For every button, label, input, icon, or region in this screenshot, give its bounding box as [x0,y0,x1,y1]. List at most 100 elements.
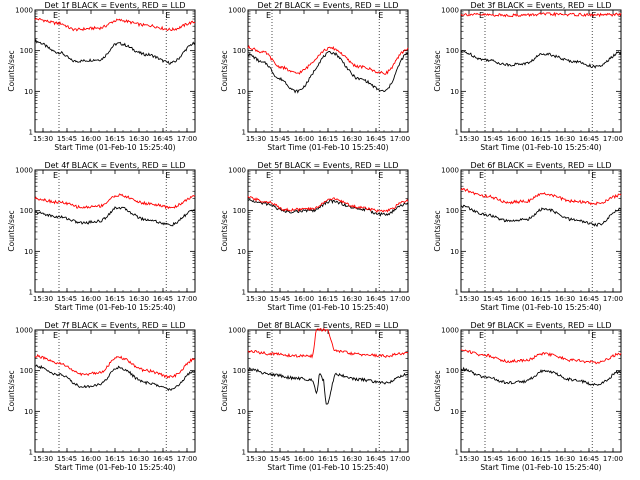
x-tick-label: 16:45 [579,295,599,303]
chart-title: Det 7f BLACK = Events, RED = LLD [44,321,185,330]
y-tick-label: 1000 [441,167,459,175]
chart-title: Det 3f BLACK = Events, RED = LLD [470,1,611,10]
detector-panel: Det 8f BLACK = Events, RED = LLD 1 10 100 10… [213,320,426,480]
x-tick-label: 15:30 [33,295,53,303]
x-tick-label: 15:30 [459,295,479,303]
x-axis-label: Start Time (01-Feb-10 15:25:40) [267,303,388,312]
series-line-lld [460,187,622,206]
y-axis-label: Counts/sec [220,210,229,251]
x-tick-label: 16:00 [507,455,527,463]
chart-svg: Det 1f BLACK = Events, RED = LLD 1 10 100 10… [7,1,197,152]
chart-svg: Det 2f BLACK = Events, RED = LLD 1 10 100 10… [220,1,410,152]
e-marker: E [165,171,170,180]
x-tick-label: 15:30 [246,455,266,463]
x-tick-label: 16:15 [318,295,338,303]
y-axis-label: Counts/sec [7,50,16,91]
detector-panel: Det 6f BLACK = Events, RED = LLD 1 10 100 10… [426,160,639,320]
y-tick-label: 1 [455,289,459,297]
y-tick-label: 100 [446,207,459,215]
x-tick-label: 16:45 [153,455,173,463]
y-tick-label: 10 [450,88,459,96]
x-axis-label: Start Time (01-Feb-10 15:25:40) [267,463,388,472]
x-tick-label: 16:30 [555,135,575,143]
y-tick-label: 100 [233,207,246,215]
x-axis-label: Start Time (01-Feb-10 15:25:40) [54,463,175,472]
y-tick-label: 10 [237,88,246,96]
y-tick-label: 1 [242,449,246,457]
e-marker: E [378,11,383,20]
y-tick-label: 1 [29,289,33,297]
y-tick-label: 10 [24,88,33,96]
chart-title: Det 1f BLACK = Events, RED = LLD [44,1,185,10]
e-marker: E [591,331,596,340]
e-marker: E [266,331,271,340]
e-marker: E [378,331,383,340]
e-marker: E [266,171,271,180]
y-tick-label: 100 [446,47,459,55]
y-tick-label: 100 [20,367,33,375]
y-tick-label: 100 [20,47,33,55]
detector-panel: Det 5f BLACK = Events, RED = LLD 1 10 100 10… [213,160,426,320]
y-tick-label: 1000 [441,7,459,15]
x-tick-label: 15:30 [33,455,53,463]
x-tick-label: 17:00 [603,455,623,463]
detector-panel: Det 9f BLACK = Events, RED = LLD 1 10 100 10… [426,320,639,480]
x-tick-label: 17:00 [390,295,410,303]
y-tick-label: 10 [237,248,246,256]
e-marker: E [591,171,596,180]
y-axis-label: Counts/sec [433,370,442,411]
x-tick-label: 16:15 [105,135,125,143]
y-axis-label: Counts/sec [7,210,16,251]
x-tick-label: 16:30 [129,135,149,143]
x-tick-label: 17:00 [177,455,197,463]
chart-title: Det 2f BLACK = Events, RED = LLD [257,1,398,10]
x-tick-label: 16:15 [105,455,125,463]
series-line-events [460,204,622,227]
x-tick-label: 16:45 [366,135,386,143]
e-marker: E [53,171,58,180]
x-tick-label: 16:30 [555,295,575,303]
x-tick-label: 16:00 [294,295,314,303]
series-line-lld [460,349,622,365]
series-line-lld [247,44,409,75]
detector-panel: Det 3f BLACK = Events, RED = LLD 1 10 100 10… [426,0,639,160]
series-line-events [35,364,196,392]
x-tick-label: 16:30 [555,455,575,463]
chart-svg: Det 7f BLACK = Events, RED = LLD 1 10 100 10… [7,321,197,472]
x-tick-label: 15:45 [57,455,77,463]
x-axis-label: Start Time (01-Feb-10 15:25:40) [480,463,601,472]
x-tick-label: 16:15 [531,455,551,463]
y-tick-label: 1 [242,129,246,137]
x-tick-label: 16:45 [366,295,386,303]
x-tick-label: 15:45 [270,455,290,463]
y-axis-label: Counts/sec [433,210,442,251]
y-tick-label: 100 [233,47,246,55]
y-axis-label: Counts/sec [433,50,442,91]
x-tick-label: 15:30 [33,135,53,143]
series-line-lld [34,353,196,379]
series-line-events [247,366,409,405]
x-axis-label: Start Time (01-Feb-10 15:25:40) [267,143,388,152]
detector-panel: Det 7f BLACK = Events, RED = LLD 1 10 100 10… [0,320,213,480]
x-tick-label: 15:45 [57,295,77,303]
series-line-events [460,366,622,387]
x-tick-label: 16:15 [105,295,125,303]
x-tick-label: 15:45 [483,295,503,303]
x-tick-label: 15:30 [459,135,479,143]
chart-svg: Det 9f BLACK = Events, RED = LLD 1 10 100 10… [433,321,623,472]
y-axis-label: Counts/sec [220,370,229,411]
series-line-events [247,51,409,94]
series-line-events [247,198,409,217]
chart-title: Det 8f BLACK = Events, RED = LLD [257,321,398,330]
x-tick-label: 17:00 [390,455,410,463]
chart-svg: Det 8f BLACK = Events, RED = LLD 1 10 100 10… [220,321,410,472]
y-tick-label: 1000 [228,167,246,175]
y-tick-label: 10 [24,408,33,416]
y-axis-label: Counts/sec [220,50,229,91]
x-tick-label: 16:30 [129,295,149,303]
e-marker: E [479,331,484,340]
y-tick-label: 100 [20,207,33,215]
x-axis-label: Start Time (01-Feb-10 15:25:40) [480,303,601,312]
y-tick-label: 10 [450,408,459,416]
x-tick-label: 17:00 [177,135,197,143]
